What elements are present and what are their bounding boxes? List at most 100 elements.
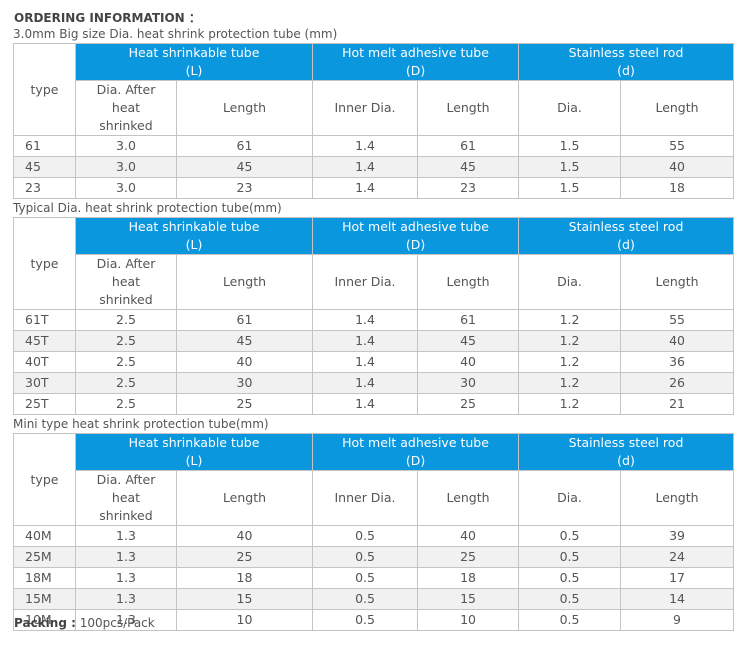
table-caption: 3.0mm Big size Dia. heat shrink protecti… [13, 27, 338, 41]
value-cell: 40 [417, 351, 520, 373]
value-cell: 18 [620, 177, 735, 199]
sub-header: Dia. After heat shrinked [75, 254, 177, 310]
group-header: Heat shrinkable tube (L) [74, 217, 314, 255]
sub-header: Length [620, 80, 735, 136]
value-cell: 45 [175, 330, 314, 352]
value-cell: 1.4 [312, 330, 419, 352]
value-cell: 40 [175, 351, 314, 373]
value-cell: 40 [620, 156, 735, 178]
sub-header: Length [417, 80, 520, 136]
group-header-code: (d) [617, 453, 635, 468]
value-cell: 1.2 [518, 372, 622, 394]
value-cell: 0.5 [518, 567, 622, 589]
type-cell: 25T [13, 393, 76, 415]
value-cell: 17 [620, 567, 735, 589]
group-header: Heat shrinkable tube (L) [74, 43, 314, 81]
type-header: type [13, 43, 76, 136]
table-row: 30T 2.5 30 1.4 30 1.2 26 [13, 372, 735, 394]
value-cell: 1.3 [75, 546, 177, 568]
value-cell: 3.0 [75, 156, 177, 178]
value-cell: 0.5 [312, 525, 419, 547]
sub-header: Inner Dia. [312, 254, 419, 310]
type-cell: 25M [13, 546, 76, 568]
value-cell: 1.5 [518, 156, 622, 178]
value-cell: 23 [175, 177, 314, 199]
type-cell: 61T [13, 309, 76, 331]
table-row: 45T 2.5 45 1.4 45 1.2 40 [13, 330, 735, 352]
table-row: 25M 1.3 25 0.5 25 0.5 24 [13, 546, 735, 568]
table-row: 40T 2.5 40 1.4 40 1.2 36 [13, 351, 735, 373]
spec-table: type Heat shrinkable tube (L) Hot melt adhe… [13, 43, 735, 199]
sub-header: Length [175, 470, 314, 526]
value-cell: 1.2 [518, 393, 622, 415]
sub-header: Inner Dia. [312, 80, 419, 136]
value-cell: 2.5 [75, 372, 177, 394]
value-cell: 45 [417, 156, 520, 178]
table-row: 61 3.0 61 1.4 61 1.5 55 [13, 135, 735, 157]
value-cell: 45 [175, 156, 314, 178]
value-cell: 2.5 [75, 330, 177, 352]
value-cell: 1.4 [312, 135, 419, 157]
value-cell: 40 [175, 525, 314, 547]
table-row: 10M 1.3 10 0.5 10 0.5 9 [13, 609, 735, 631]
group-header: Stainless steel rod (d) [518, 433, 735, 471]
sub-header: Dia. After heat shrinked [75, 470, 177, 526]
value-cell: 25 [175, 393, 314, 415]
mini-type-section: Mini type heat shrink protection tube(mm… [13, 416, 735, 631]
type-cell: 15M [13, 588, 76, 610]
value-cell: 1.4 [312, 156, 419, 178]
value-cell: 3.0 [75, 177, 177, 199]
value-cell: 0.5 [312, 567, 419, 589]
value-cell: 15 [175, 588, 314, 610]
sub-header: Length [417, 470, 520, 526]
group-header-name: Hot melt adhesive tube [342, 219, 489, 234]
value-cell: 25 [175, 546, 314, 568]
table-row: 25T 2.5 25 1.4 25 1.2 21 [13, 393, 735, 415]
type-header: type [13, 217, 76, 310]
sub-header: Length [417, 254, 520, 310]
value-cell: 0.5 [518, 546, 622, 568]
table-row: 45 3.0 45 1.4 45 1.5 40 [13, 156, 735, 178]
table-row: 18M 1.3 18 0.5 18 0.5 17 [13, 567, 735, 589]
group-header: Hot melt adhesive tube (D) [312, 43, 520, 81]
sub-header: Inner Dia. [312, 470, 419, 526]
value-cell: 1.4 [312, 393, 419, 415]
value-cell: 1.2 [518, 330, 622, 352]
type-cell: 23 [13, 177, 76, 199]
value-cell: 1.2 [518, 309, 622, 331]
value-cell: 36 [620, 351, 735, 373]
group-header-code: (d) [617, 63, 635, 78]
group-header-name: Stainless steel rod [568, 435, 684, 450]
table-caption: Typical Dia. heat shrink protection tube… [13, 201, 282, 215]
value-cell: 2.5 [75, 393, 177, 415]
group-header: Heat shrinkable tube (L) [74, 433, 314, 471]
value-cell: 55 [620, 309, 735, 331]
value-cell: 1.5 [518, 177, 622, 199]
value-cell: 0.5 [518, 588, 622, 610]
value-cell: 18 [417, 567, 520, 589]
group-header-row: type Heat shrinkable tube (L) Hot melt adhe… [13, 217, 735, 310]
value-cell: 0.5 [312, 546, 419, 568]
group-header-name: Stainless steel rod [568, 45, 684, 60]
value-cell: 9 [620, 609, 735, 631]
table-row: 23 3.0 23 1.4 23 1.5 18 [13, 177, 735, 199]
value-cell: 0.5 [312, 609, 419, 631]
group-header-name: Heat shrinkable tube [128, 45, 260, 60]
group-header-name: Stainless steel rod [568, 219, 684, 234]
sub-header: Length [175, 80, 314, 136]
group-header: Stainless steel rod (d) [518, 217, 735, 255]
value-cell: 30 [175, 372, 314, 394]
value-cell: 45 [417, 330, 520, 352]
sub-header: Length [620, 470, 735, 526]
value-cell: 18 [175, 567, 314, 589]
type-cell: 40T [13, 351, 76, 373]
value-cell: 0.5 [312, 588, 419, 610]
group-header-code: (D) [405, 237, 426, 252]
packing-value: 100pcs/Pack [79, 616, 155, 630]
page-heading: ORDERING INFORMATION ： [14, 11, 201, 25]
sub-header: Dia. [518, 470, 622, 526]
spec-table: type Heat shrinkable tube (L) Hot melt adhe… [13, 217, 735, 415]
value-cell: 26 [620, 372, 735, 394]
value-cell: 1.4 [312, 351, 419, 373]
table-row: 40M 1.3 40 0.5 40 0.5 39 [13, 525, 735, 547]
